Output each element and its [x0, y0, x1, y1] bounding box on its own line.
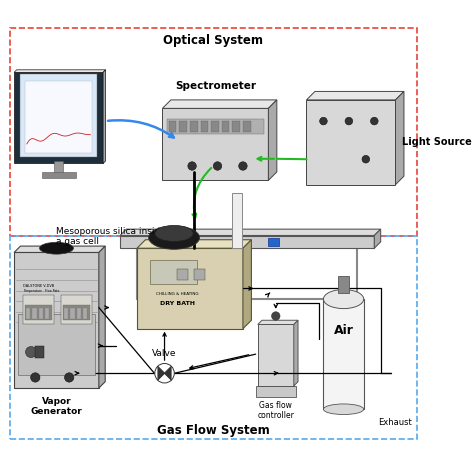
Circle shape [239, 162, 247, 170]
Text: CHILLING & HEATING: CHILLING & HEATING [156, 292, 199, 297]
Circle shape [155, 364, 174, 383]
Polygon shape [307, 100, 395, 185]
Polygon shape [201, 122, 208, 132]
Circle shape [345, 117, 353, 125]
Polygon shape [222, 122, 229, 132]
Ellipse shape [39, 242, 73, 254]
Text: Exhaust: Exhaust [379, 418, 412, 427]
Text: DALSTONE V-DVB: DALSTONE V-DVB [23, 284, 54, 288]
Circle shape [272, 312, 280, 320]
Polygon shape [42, 172, 75, 179]
Polygon shape [163, 100, 277, 108]
Polygon shape [294, 320, 298, 386]
Polygon shape [25, 81, 92, 153]
Polygon shape [35, 346, 44, 358]
Polygon shape [77, 309, 81, 319]
Text: Light Source: Light Source [402, 137, 472, 147]
Polygon shape [14, 252, 99, 388]
Polygon shape [55, 162, 63, 174]
Circle shape [213, 162, 222, 170]
Text: Mesoporous silica inside
a gas cell: Mesoporous silica inside a gas cell [56, 227, 166, 246]
Polygon shape [258, 320, 298, 325]
Polygon shape [32, 309, 36, 319]
Polygon shape [232, 122, 240, 132]
Polygon shape [14, 246, 105, 252]
Polygon shape [63, 305, 91, 320]
Bar [10, 236, 417, 439]
Polygon shape [338, 276, 349, 292]
Text: Vapor
Generator: Vapor Generator [31, 397, 82, 416]
Polygon shape [395, 91, 404, 185]
Polygon shape [45, 309, 49, 319]
Polygon shape [255, 386, 296, 397]
Polygon shape [39, 309, 43, 319]
Text: Optical System: Optical System [163, 34, 263, 47]
Polygon shape [26, 309, 30, 319]
Polygon shape [137, 240, 251, 248]
Text: Air: Air [334, 325, 354, 337]
Polygon shape [164, 366, 171, 380]
Polygon shape [268, 237, 279, 246]
Polygon shape [179, 122, 187, 132]
Circle shape [31, 373, 40, 382]
Polygon shape [25, 305, 52, 320]
Polygon shape [83, 309, 87, 319]
Text: Temperature   Flow Rate: Temperature Flow Rate [23, 289, 59, 292]
Polygon shape [258, 325, 294, 386]
Text: Spectrometer: Spectrometer [175, 81, 256, 91]
Polygon shape [14, 73, 103, 163]
Ellipse shape [155, 225, 193, 242]
Text: Valve: Valve [152, 349, 177, 358]
Ellipse shape [149, 226, 200, 249]
Polygon shape [14, 70, 106, 73]
Text: DRY BATH: DRY BATH [160, 300, 195, 306]
Polygon shape [61, 295, 92, 325]
Circle shape [362, 155, 370, 163]
Polygon shape [169, 122, 176, 132]
Polygon shape [194, 268, 205, 280]
Polygon shape [374, 229, 381, 248]
Polygon shape [120, 236, 374, 248]
Polygon shape [99, 246, 105, 388]
Polygon shape [103, 70, 106, 163]
Ellipse shape [323, 290, 364, 309]
Bar [10, 28, 417, 236]
Polygon shape [177, 268, 188, 280]
Polygon shape [243, 122, 251, 132]
Polygon shape [211, 122, 219, 132]
Polygon shape [323, 299, 364, 409]
Text: Gas flow
controller: Gas flow controller [257, 401, 294, 420]
Polygon shape [190, 122, 198, 132]
Polygon shape [268, 100, 277, 180]
Polygon shape [137, 248, 243, 329]
Polygon shape [243, 240, 251, 329]
Polygon shape [232, 193, 242, 248]
Circle shape [188, 162, 196, 170]
Polygon shape [71, 309, 75, 319]
Circle shape [26, 347, 36, 357]
Polygon shape [167, 119, 264, 134]
Polygon shape [120, 229, 381, 236]
Polygon shape [20, 74, 97, 157]
Circle shape [319, 117, 327, 125]
Polygon shape [163, 108, 268, 180]
Text: Gas Flow System: Gas Flow System [157, 424, 270, 437]
Polygon shape [18, 314, 95, 375]
Polygon shape [150, 260, 197, 284]
Polygon shape [307, 91, 404, 100]
Polygon shape [158, 366, 164, 380]
Polygon shape [64, 309, 68, 319]
Circle shape [64, 373, 74, 382]
Circle shape [371, 117, 378, 125]
Polygon shape [23, 295, 55, 325]
Ellipse shape [323, 404, 364, 414]
